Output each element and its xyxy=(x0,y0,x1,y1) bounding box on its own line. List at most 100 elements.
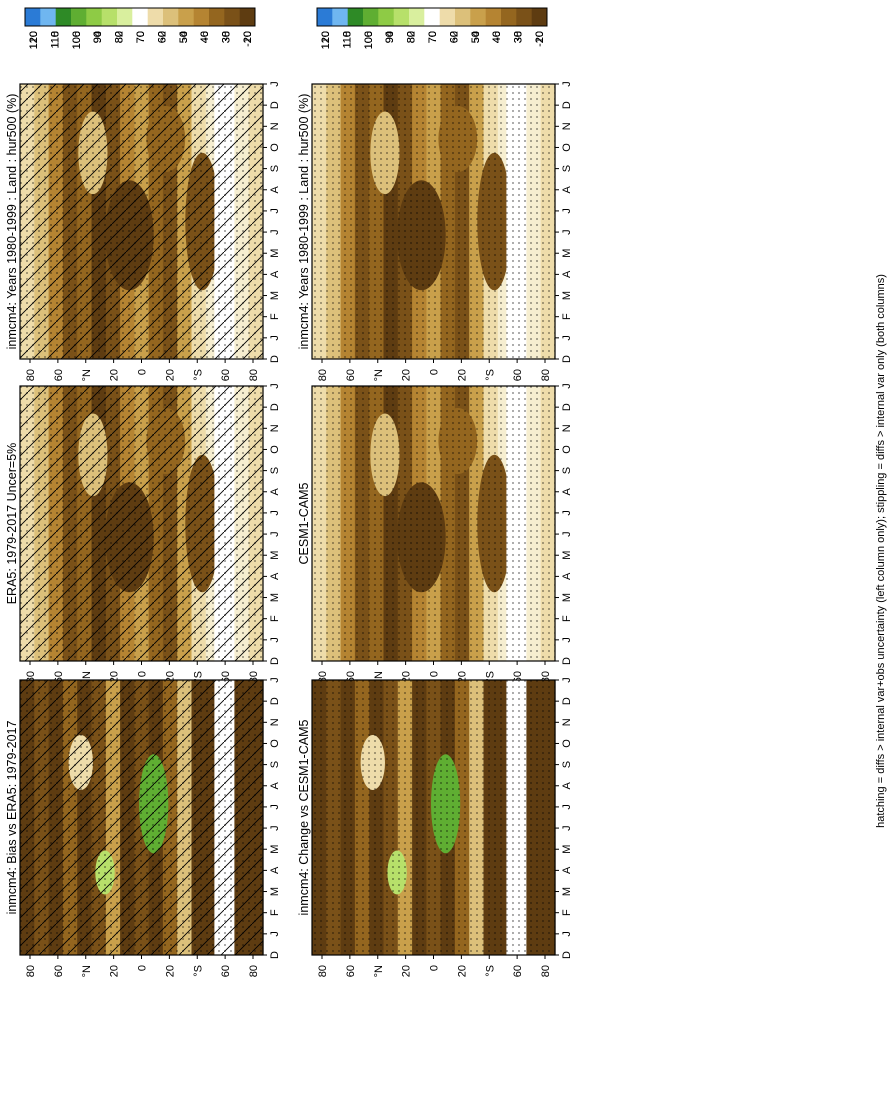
colorbar-label: 50 xyxy=(470,31,482,43)
x-tick-label: D xyxy=(269,697,281,705)
colorbar-label: 60 xyxy=(448,31,460,43)
x-tick-label: N xyxy=(269,122,281,130)
x-tick-label: S xyxy=(269,761,281,768)
footnote: hatching = diffs > internal var+obs unce… xyxy=(875,274,887,828)
colorbar-swatch xyxy=(393,8,410,26)
y-tick-label: 80 xyxy=(248,965,260,977)
x-tick-label: D xyxy=(561,657,573,665)
y-tick-label: 20 xyxy=(401,369,413,381)
x-tick-label: J xyxy=(269,229,281,235)
panel-1: inmcm4: Years 1980-1999 : Land : hur500 … xyxy=(5,7,281,381)
colorbar-label: 70 xyxy=(135,31,147,43)
colorbar-label: 70 xyxy=(135,31,147,43)
colorbar-label: 120 xyxy=(28,31,40,49)
x-tick-label: J xyxy=(269,637,281,643)
colorbar-swatch xyxy=(470,8,486,26)
x-tick-label: M xyxy=(269,887,281,896)
colorbar-label: 30 xyxy=(221,31,233,43)
colorbar-label: 4 xyxy=(384,31,396,37)
colorbar-label: 8 xyxy=(341,31,353,37)
panel-2: inmcm4: Years 1980-1999 : Land : hur500 … xyxy=(297,7,573,381)
colorbar-swatch xyxy=(516,8,532,26)
hatching-overlay xyxy=(20,680,263,955)
colorbar-swatch xyxy=(501,8,517,26)
panel-title: ERA5: 1979-2017 Uncer=5% xyxy=(5,443,19,605)
colorbar-frame xyxy=(24,7,256,27)
colorbar-frame xyxy=(316,7,548,27)
x-tick-label: A xyxy=(561,487,573,495)
colorbar-swatch xyxy=(55,8,72,26)
x-tick-label: D xyxy=(561,355,573,363)
x-tick-label: A xyxy=(269,866,281,874)
colorbar-label: 120 xyxy=(320,31,332,49)
colorbar-label: 40 xyxy=(199,31,211,43)
colorbar: 10 8 6 4 2 0 -2 -4 -6 -8 -10 xyxy=(316,7,548,47)
x-tick-label: D xyxy=(561,403,573,411)
x-tick-label: J xyxy=(561,825,573,831)
x-tick-label: A xyxy=(269,487,281,495)
x-tick-label: M xyxy=(269,593,281,602)
colorbar-label: 50 xyxy=(178,31,190,43)
y-tick-label: 20 xyxy=(109,965,121,977)
x-tick-label: J xyxy=(269,208,281,214)
panel-title: inmcm4: Years 1980-1999 : Land : hur500 … xyxy=(297,94,311,350)
colorbar-label: -2 xyxy=(156,31,168,41)
x-tick-label: M xyxy=(561,887,573,896)
x-tick-label: M xyxy=(269,551,281,560)
x-tick-label: J xyxy=(269,804,281,810)
colorbar-label: 50 xyxy=(178,31,190,43)
x-tick-label: D xyxy=(561,951,573,959)
colorbar-swatch xyxy=(193,8,210,26)
x-tick-label: F xyxy=(269,313,281,320)
x-tick-label: O xyxy=(269,445,281,454)
x-tick-label: A xyxy=(269,185,281,193)
colorbar-label: 6 xyxy=(71,31,83,37)
colorbar-label: 30 xyxy=(513,31,525,43)
x-tick-label: J xyxy=(269,825,281,831)
x-tick-label: A xyxy=(269,572,281,580)
y-tick-label: 60 xyxy=(345,369,357,381)
y-tick-label: 20 xyxy=(456,965,468,977)
colorbar-swatch xyxy=(409,8,425,26)
colorbar-swatch xyxy=(86,8,102,26)
colorbar-label: 110 xyxy=(341,31,353,49)
x-tick-label: J xyxy=(561,677,573,683)
colorbar-label: 40 xyxy=(491,31,503,43)
colorbar-swatch xyxy=(239,8,256,26)
y-tick-label: °N xyxy=(373,965,385,977)
colorbar: 10 8 6 4 2 0 -2 -4 -6 -8 -10 xyxy=(24,7,256,47)
x-tick-label: A xyxy=(561,572,573,580)
x-tick-label: F xyxy=(561,313,573,320)
x-tick-label: F xyxy=(269,909,281,916)
y-tick-label: 80 xyxy=(317,369,329,381)
x-tick-label: N xyxy=(269,718,281,726)
colorbar-label: -4 xyxy=(178,31,190,41)
colorbar-swatch xyxy=(347,8,364,26)
x-tick-label: J xyxy=(561,81,573,87)
colorbar-label: -10 xyxy=(534,31,546,47)
colorbar-label: 6 xyxy=(363,31,375,37)
panel-3: ERA5: 1979-2017 Uncer=5%DJFMAMJJASONDJ80… xyxy=(5,7,281,683)
stippling-overlay xyxy=(312,680,555,955)
x-tick-label: J xyxy=(269,383,281,389)
y-tick-label: °N xyxy=(81,965,93,977)
colorbar-swatch xyxy=(71,8,87,26)
colorbar-label: 20 xyxy=(242,31,254,43)
colorbar-swatch xyxy=(163,8,179,26)
x-tick-label: M xyxy=(561,593,573,602)
x-tick-label: M xyxy=(561,249,573,258)
colorbar-label: 100 xyxy=(363,31,375,49)
x-tick-label: O xyxy=(561,143,573,152)
y-tick-label: 60 xyxy=(345,965,357,977)
panel-5: inmcm4: Bias vs ERA5: 1979-2017 D J F M A M J J A… xyxy=(5,7,281,977)
x-tick-label: J xyxy=(269,81,281,87)
x-tick-label: O xyxy=(269,143,281,152)
panel-title: inmcm4: Change vs CESM1-CAM5 xyxy=(297,720,311,916)
colorbar-label: 80 xyxy=(114,31,126,43)
panel-title: inmcm4: Years 1980-1999 : Land : hur500 … xyxy=(5,94,19,350)
y-tick-label: 0 xyxy=(137,671,149,677)
colorbar-label: 4 xyxy=(92,31,104,37)
x-tick-label: M xyxy=(269,845,281,854)
colorbar-label: 90 xyxy=(384,31,396,43)
y-tick-label: 20 xyxy=(456,369,468,381)
